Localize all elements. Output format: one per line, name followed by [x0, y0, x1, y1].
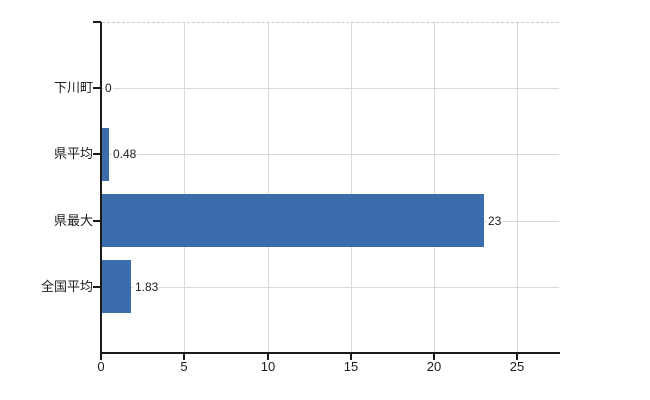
bar — [101, 260, 131, 313]
x-axis-tick — [350, 354, 352, 360]
bar-value-label: 0.48 — [112, 147, 138, 161]
bar — [101, 128, 109, 181]
vertical-gridline — [517, 22, 519, 353]
y-axis-tick — [93, 153, 101, 155]
y-axis-tick — [93, 87, 101, 89]
category-label: 県最大 — [53, 213, 93, 228]
bar-value-label: 23 — [487, 214, 503, 228]
vertical-gridline — [350, 22, 352, 353]
horizontal-gridline — [101, 88, 559, 89]
x-tick-label: 15 — [343, 359, 359, 374]
bar — [101, 194, 484, 247]
vertical-gridline — [267, 22, 269, 353]
x-axis-tick — [100, 354, 102, 360]
x-tick-label: 0 — [97, 359, 105, 374]
x-axis-line — [100, 352, 560, 354]
y-axis-tick — [93, 220, 101, 222]
vertical-gridline — [184, 22, 186, 353]
y-axis-tick — [93, 286, 101, 288]
bars-layer: 0 0.48 23 1.83 — [101, 22, 559, 353]
x-axis-tick — [516, 354, 518, 360]
category-label: 県平均 — [53, 146, 93, 161]
x-axis-tick — [183, 354, 185, 360]
x-tick-label: 25 — [509, 359, 525, 374]
x-axis-tick — [433, 354, 435, 360]
y-axis-line — [100, 22, 102, 353]
x-axis-tick — [267, 354, 269, 360]
horizontal-gridline — [101, 154, 559, 155]
plot-area: 0 0.48 23 1.83 — [101, 22, 559, 353]
bar-value-label: 1.83 — [134, 280, 160, 294]
x-tick-label: 20 — [426, 359, 442, 374]
category-label: 下川町 — [53, 80, 93, 95]
y-axis-tick — [93, 21, 101, 23]
horizontal-gridline — [101, 287, 559, 288]
x-tick-label: 5 — [180, 359, 188, 374]
plot-top-border — [102, 22, 559, 23]
vertical-gridline — [434, 22, 436, 353]
bar-value-label: 0 — [104, 81, 113, 95]
x-tick-label: 10 — [260, 359, 276, 374]
category-label: 全国平均 — [40, 279, 93, 294]
